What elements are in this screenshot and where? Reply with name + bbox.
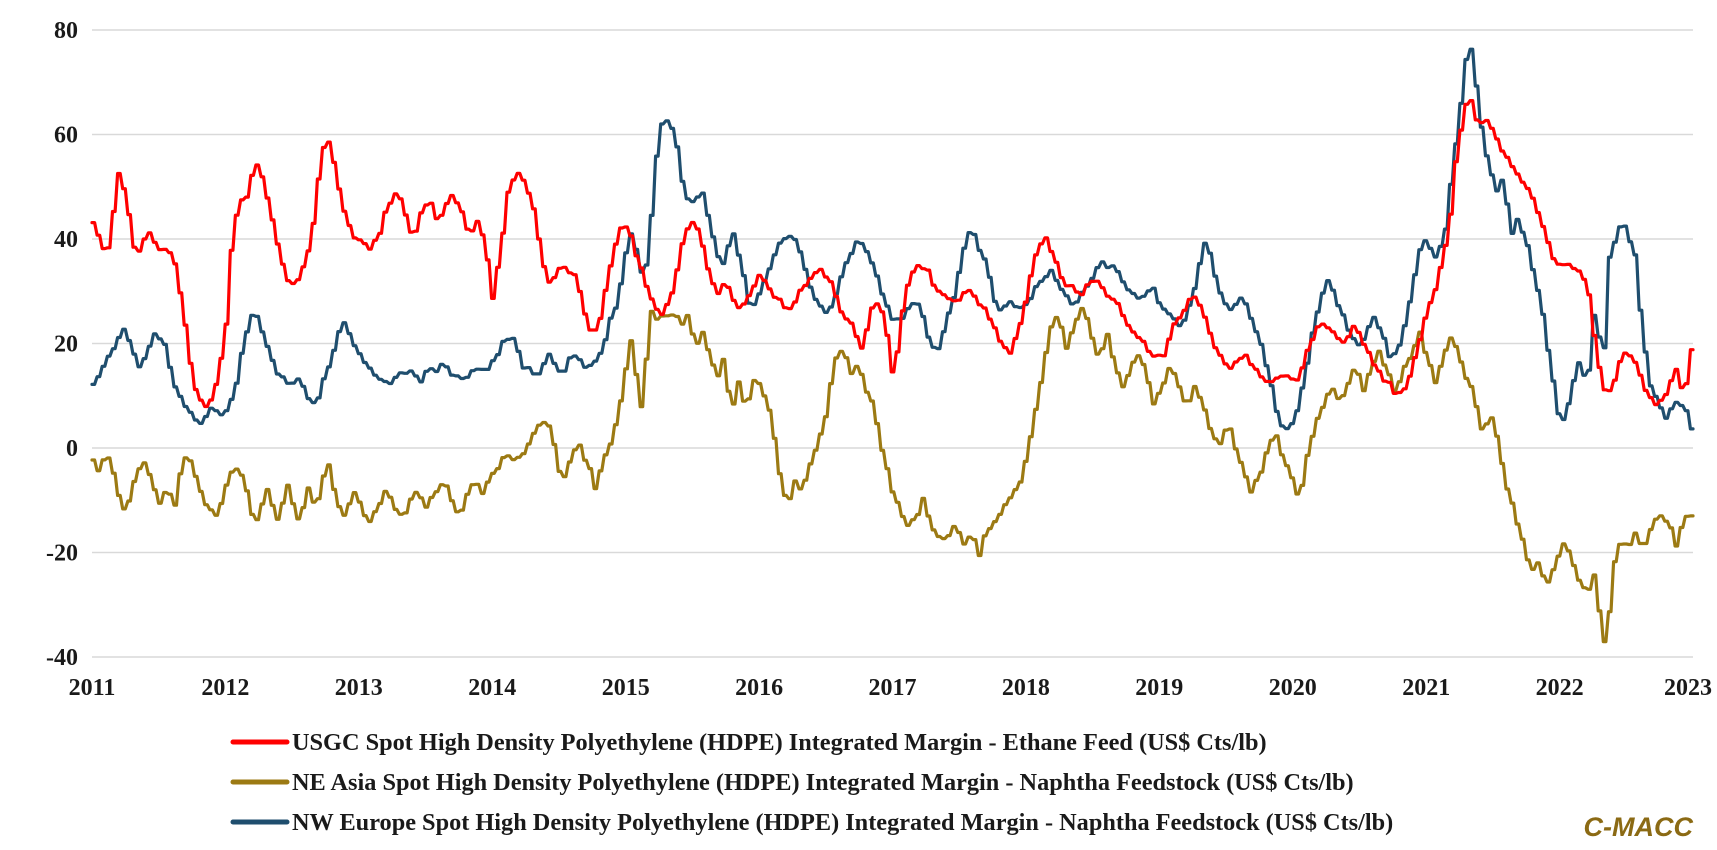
svg-text:2021: 2021 bbox=[1402, 675, 1450, 701]
svg-text:2012: 2012 bbox=[201, 675, 249, 701]
svg-text:-20: -20 bbox=[46, 541, 78, 567]
svg-text:2020: 2020 bbox=[1269, 675, 1317, 701]
svg-text:80: 80 bbox=[54, 18, 78, 44]
svg-text:2022: 2022 bbox=[1536, 675, 1584, 701]
svg-text:20: 20 bbox=[54, 332, 78, 358]
svg-text:NE Asia Spot High Density Poly: NE Asia Spot High Density Polyethylene (… bbox=[292, 769, 1354, 796]
svg-text:40: 40 bbox=[54, 227, 78, 253]
svg-text:2015: 2015 bbox=[602, 675, 650, 701]
svg-text:C-MACC: C-MACC bbox=[1584, 812, 1694, 842]
svg-text:2011: 2011 bbox=[69, 675, 116, 701]
svg-text:2019: 2019 bbox=[1135, 675, 1183, 701]
svg-text:2023: 2023 bbox=[1664, 675, 1712, 701]
svg-text:2014: 2014 bbox=[468, 675, 516, 701]
svg-text:NW Europe Spot High Density Po: NW Europe Spot High Density Polyethylene… bbox=[292, 809, 1393, 836]
svg-text:60: 60 bbox=[54, 123, 78, 149]
svg-text:2018: 2018 bbox=[1002, 675, 1050, 701]
svg-text:2016: 2016 bbox=[735, 675, 783, 701]
svg-text:0: 0 bbox=[66, 436, 78, 462]
svg-text:USGC Spot High Density Polyeth: USGC Spot High Density Polyethylene (HDP… bbox=[292, 729, 1267, 756]
svg-text:2017: 2017 bbox=[869, 675, 917, 701]
svg-text:-40: -40 bbox=[46, 645, 78, 671]
svg-text:2013: 2013 bbox=[335, 675, 383, 701]
